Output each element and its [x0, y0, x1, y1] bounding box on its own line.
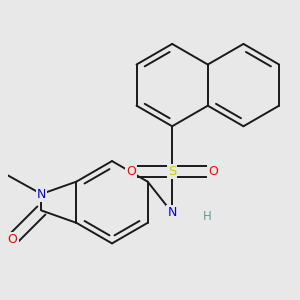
Text: N: N: [37, 188, 46, 200]
Text: O: O: [8, 233, 17, 246]
Text: O: O: [126, 165, 136, 178]
Text: S: S: [168, 165, 176, 178]
Text: N: N: [167, 206, 177, 219]
Text: H: H: [203, 210, 212, 223]
Text: O: O: [208, 165, 218, 178]
